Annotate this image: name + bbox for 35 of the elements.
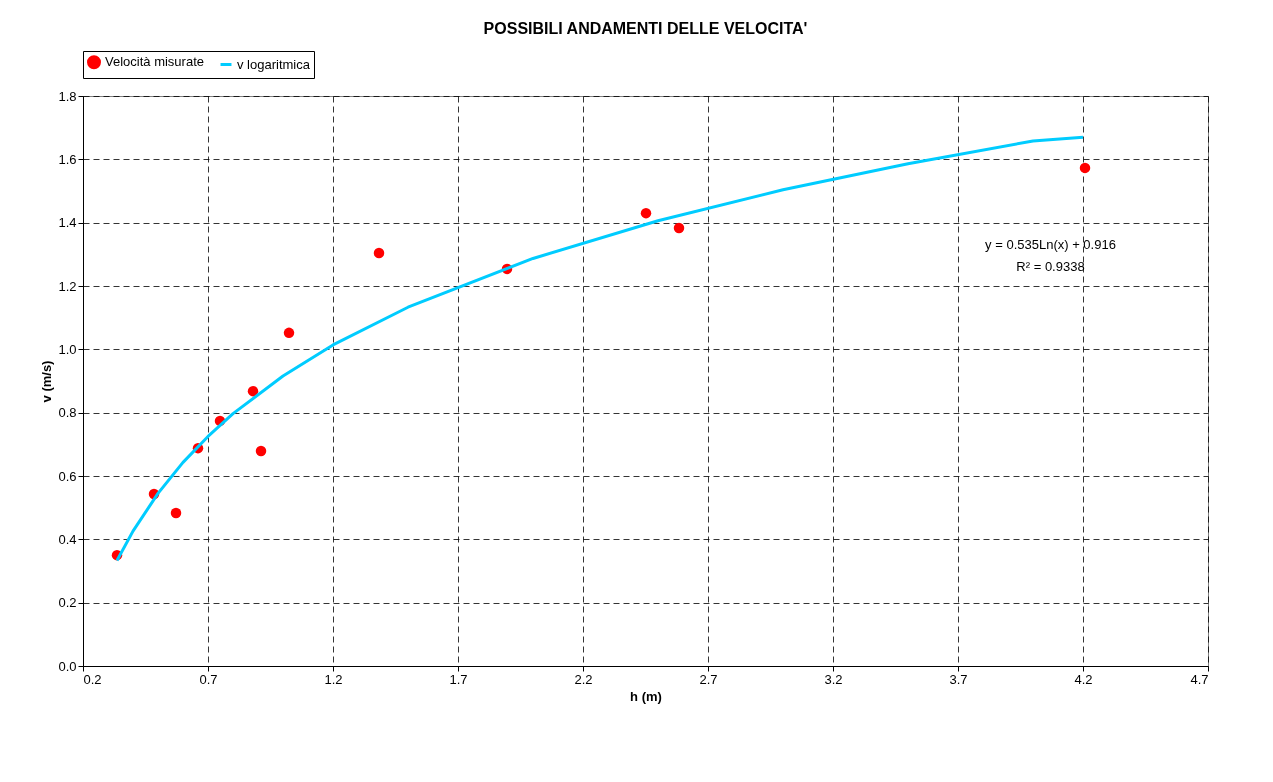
- point: [1079, 162, 1091, 174]
- y-tick-label: 1.0: [58, 341, 77, 357]
- x-axis-title: h (m): [630, 688, 662, 704]
- y-axis-title: v (m/s): [39, 360, 55, 403]
- x-tick-label: 3.2: [824, 671, 843, 687]
- y-tick-label: 0.4: [58, 531, 77, 547]
- y-tick-label: 1.4: [58, 215, 77, 231]
- x-tick-label: 4.2: [1074, 671, 1093, 687]
- x-tick-label: 2.2: [574, 671, 593, 687]
- point: [170, 507, 182, 519]
- y-tick-label: 1.2: [58, 278, 77, 294]
- x-tick-label: 0.2: [83, 671, 102, 687]
- x-tick-label: 2.7: [699, 671, 718, 687]
- annotation: R² = 0.9338: [1016, 259, 1085, 274]
- point: [373, 247, 385, 259]
- x-tick-label: 3.7: [949, 671, 968, 687]
- x-tick-label: 4.7: [1190, 671, 1209, 687]
- annotation: y = 0.535Ln(x) + 0.916: [985, 237, 1116, 252]
- x-tick-label: 0.7: [199, 671, 218, 687]
- x-tick-label: 1.2: [324, 671, 343, 687]
- y-tick-label: 0.0: [58, 658, 77, 674]
- point: [247, 385, 259, 397]
- x-tick-label: 1.7: [449, 671, 468, 687]
- point: [255, 445, 267, 457]
- y-tick-label: 0.8: [58, 405, 77, 421]
- y-tick-label: 1.8: [58, 88, 77, 104]
- y-tick-label: 0.2: [58, 595, 77, 611]
- y-tick-label: 0.6: [58, 468, 77, 484]
- legend-label: Velocità misurate: [105, 54, 204, 70]
- y-tick-label: 1.6: [58, 151, 77, 167]
- chart-title: POSSIBILI ANDAMENTI DELLE VELOCITA': [483, 19, 808, 37]
- point: [283, 327, 295, 339]
- legend-label: v logaritmica: [237, 56, 311, 72]
- point: [673, 222, 685, 234]
- point: [640, 207, 652, 219]
